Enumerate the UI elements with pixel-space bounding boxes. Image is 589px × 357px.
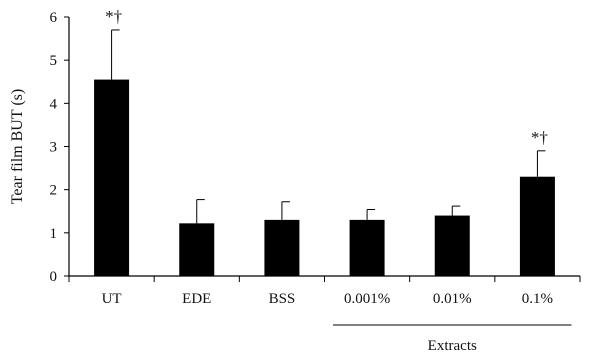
y-tick-label: 0	[50, 269, 58, 285]
significance-annotation: *†	[531, 128, 548, 147]
axes: 0 1 2 3 4 5 6	[50, 10, 581, 326]
bar-BSS	[264, 219, 300, 276]
bar-0.001%	[349, 219, 385, 276]
y-axis-label: Tear film BUT (s)	[9, 89, 26, 204]
x-tick-label: UT	[102, 291, 122, 307]
error-bars-layer	[111, 29, 546, 224]
y-tick-label: 1	[50, 226, 58, 242]
bar-UT	[94, 79, 130, 276]
significance-annotation: *†	[105, 7, 122, 26]
bar-0.01%	[434, 215, 470, 276]
labels-layer: UT *† EDE BSS 0.001% 0.01% 0.1% *†	[102, 7, 553, 307]
x-tick-label: BSS	[269, 291, 296, 307]
bar-EDE	[179, 223, 215, 276]
y-tick-label: 4	[50, 96, 58, 112]
x-tick-label: 0.01%	[433, 291, 472, 307]
x-tick-label: 0.1%	[522, 291, 553, 307]
y-tick-label: 5	[50, 53, 58, 69]
x-tick-label: 0.001%	[344, 291, 390, 307]
bar-0.1%	[519, 176, 555, 276]
y-tick-label: 6	[50, 10, 58, 26]
x-tick-label: EDE	[182, 291, 211, 307]
y-tick-label: 3	[50, 140, 58, 156]
y-tick-label: 2	[50, 183, 58, 199]
bars-layer	[94, 79, 555, 276]
group-label: Extracts	[428, 338, 477, 354]
